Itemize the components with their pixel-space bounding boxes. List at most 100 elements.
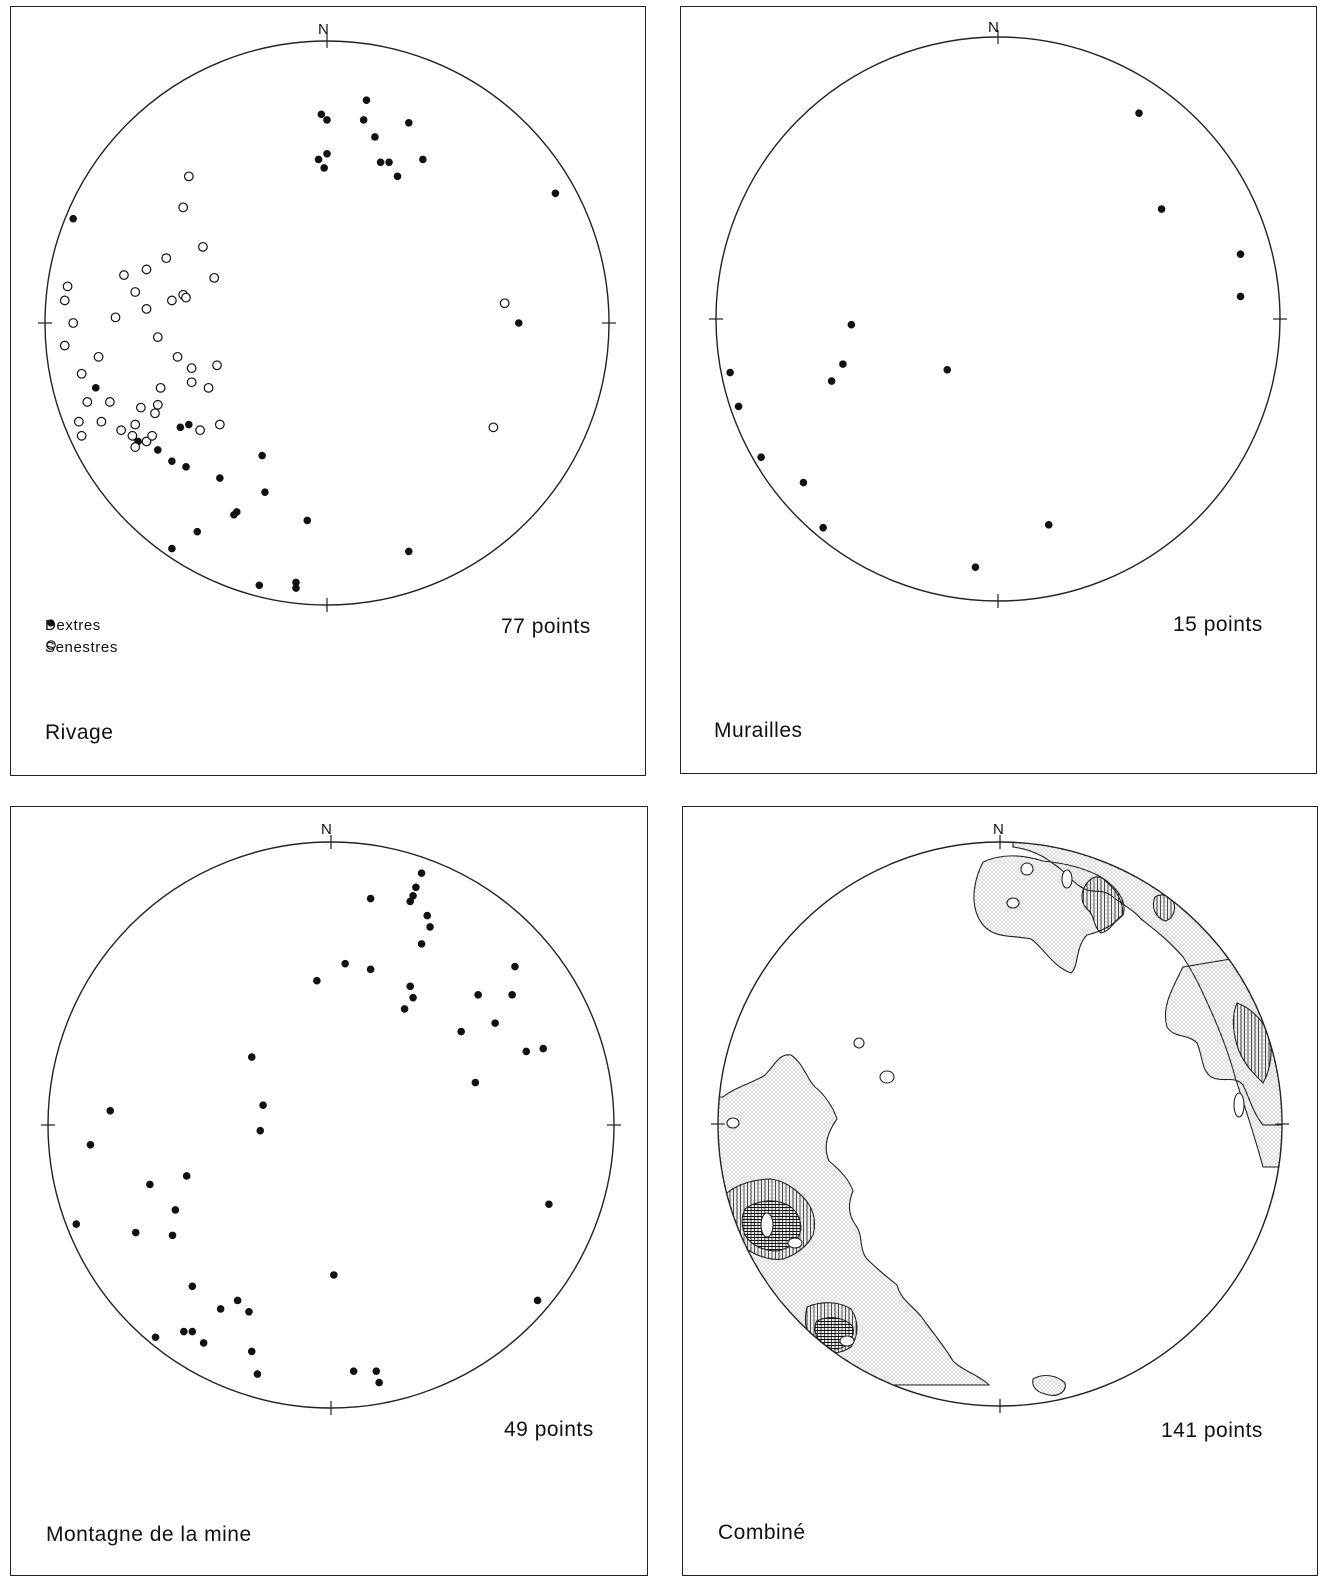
pole-point-senestre (104, 397, 115, 407)
pole-point-dextre (412, 883, 420, 892)
pole-point-dextre (188, 1282, 197, 1291)
pole-point-dextre (323, 150, 331, 158)
north-label: N (988, 19, 999, 36)
pole-point-dextre (91, 384, 100, 392)
pole-point-dextre (317, 110, 326, 119)
panel-title: Combiné (718, 1521, 806, 1544)
stereonet-murailles (709, 30, 1287, 608)
north-label: N (993, 821, 1004, 838)
panel-combine: N 141 points Combiné (682, 806, 1318, 1576)
contour-pocket (1233, 1092, 1245, 1118)
point-count: 141 points (1161, 1419, 1263, 1442)
pole-point-senestre (152, 332, 163, 343)
panel-title: Rivage (45, 721, 114, 744)
pole-point-dextre (375, 1378, 383, 1387)
legend-label: Dextres (45, 617, 101, 634)
pole-point-dextre (188, 1327, 197, 1336)
pole-point-dextre (491, 1019, 499, 1027)
pole-point-dextre (1236, 250, 1245, 258)
pole-point-dextre (545, 1200, 553, 1209)
pole-point-senestre (127, 430, 138, 441)
pole-point-senestre (93, 351, 104, 362)
pole-point-senestre (198, 241, 208, 252)
pole-point-senestre (214, 419, 225, 430)
contour-pocket (1061, 869, 1073, 889)
pole-point-senestre (59, 295, 70, 306)
pole-point-dextre (839, 360, 847, 368)
pole-point-senestre (172, 351, 183, 362)
pole-point-senestre (183, 171, 194, 182)
pole-point-senestre (488, 422, 499, 433)
contour-pocket (1020, 862, 1034, 876)
stereonet-montagne (41, 835, 621, 1415)
pole-point-senestre (110, 312, 121, 323)
pole-point-dextre (1157, 205, 1166, 213)
primitive-circle (44, 40, 610, 606)
pole-point-senestre (152, 399, 163, 410)
pole-point-dextre (376, 158, 385, 167)
pole-point-senestre (130, 442, 141, 452)
pole-point-dextre (330, 1271, 338, 1279)
pole-point-senestre (130, 287, 141, 297)
pole-point-dextre (522, 1047, 531, 1056)
pole-point-senestre (186, 377, 197, 388)
pole-point-dextre (474, 991, 482, 999)
pole-point-dextre (216, 1305, 225, 1313)
pole-point-dextre (514, 319, 523, 327)
legend-item-senestres: Senestres (45, 639, 129, 656)
pole-point-dextre (323, 116, 331, 124)
contour-pocket (1006, 897, 1020, 909)
pole-point-dextre (182, 463, 190, 471)
pole-point-dextre (366, 965, 375, 974)
pole-point-dextre (259, 1101, 267, 1109)
pole-point-senestre (166, 295, 177, 306)
pole-point-dextre (255, 581, 264, 590)
primitive-circle (715, 36, 1281, 602)
pole-point-dextre (106, 1107, 115, 1115)
pole-point-dextre (799, 478, 808, 487)
pole-point-dextre (303, 516, 312, 525)
point-layer (72, 869, 553, 1387)
contour-pocket (787, 1237, 803, 1249)
contour-sw-tail (1032, 1374, 1066, 1396)
pole-point-senestre (209, 272, 220, 283)
pole-point-dextre (404, 118, 413, 127)
pole-point-dextre (406, 982, 415, 991)
pole-point-dextre (508, 991, 516, 999)
contour-pocket (726, 1117, 740, 1129)
pole-point-dextre (511, 962, 519, 971)
pole-point-senestre (62, 281, 73, 292)
north-label: N (321, 821, 332, 838)
point-count: 49 points (504, 1418, 594, 1441)
pole-point-dextre (400, 1005, 409, 1013)
net-frame (709, 30, 1287, 608)
pole-point-dextre (341, 959, 349, 968)
pole-point-dextre (185, 420, 193, 429)
pole-point-dextre (176, 423, 185, 432)
pole-point-senestre (141, 304, 152, 314)
point-count: 15 points (1173, 613, 1263, 636)
pole-point-dextre (86, 1141, 95, 1149)
stereonet-rivage (38, 34, 616, 612)
pole-point-dextre (233, 1296, 242, 1305)
panel-title: Montagne de la mine (46, 1523, 252, 1546)
pole-point-dextre (406, 897, 415, 906)
pole-point-dextre (409, 993, 417, 1002)
pole-point-senestre (96, 416, 107, 427)
pole-point-dextre (726, 368, 734, 377)
panel-title: Murailles (714, 719, 803, 742)
pole-point-senestre (73, 416, 84, 427)
pole-point-dextre (1044, 521, 1053, 529)
pole-point-senestre (203, 382, 214, 393)
panel-murailles: N 15 points Murailles (680, 6, 1317, 774)
pole-point-dextre (971, 563, 980, 571)
pole-point-dextre (253, 1370, 262, 1378)
pole-point-dextre (256, 1126, 265, 1135)
pole-point-dextre (313, 976, 321, 985)
pole-point-senestre (186, 363, 197, 374)
pole-point-dextre (393, 172, 402, 181)
contour-pocket (760, 1212, 774, 1238)
pole-point-senestre (155, 382, 166, 393)
pole-point-dextre (168, 544, 176, 553)
pole-point-dextre (417, 869, 426, 877)
